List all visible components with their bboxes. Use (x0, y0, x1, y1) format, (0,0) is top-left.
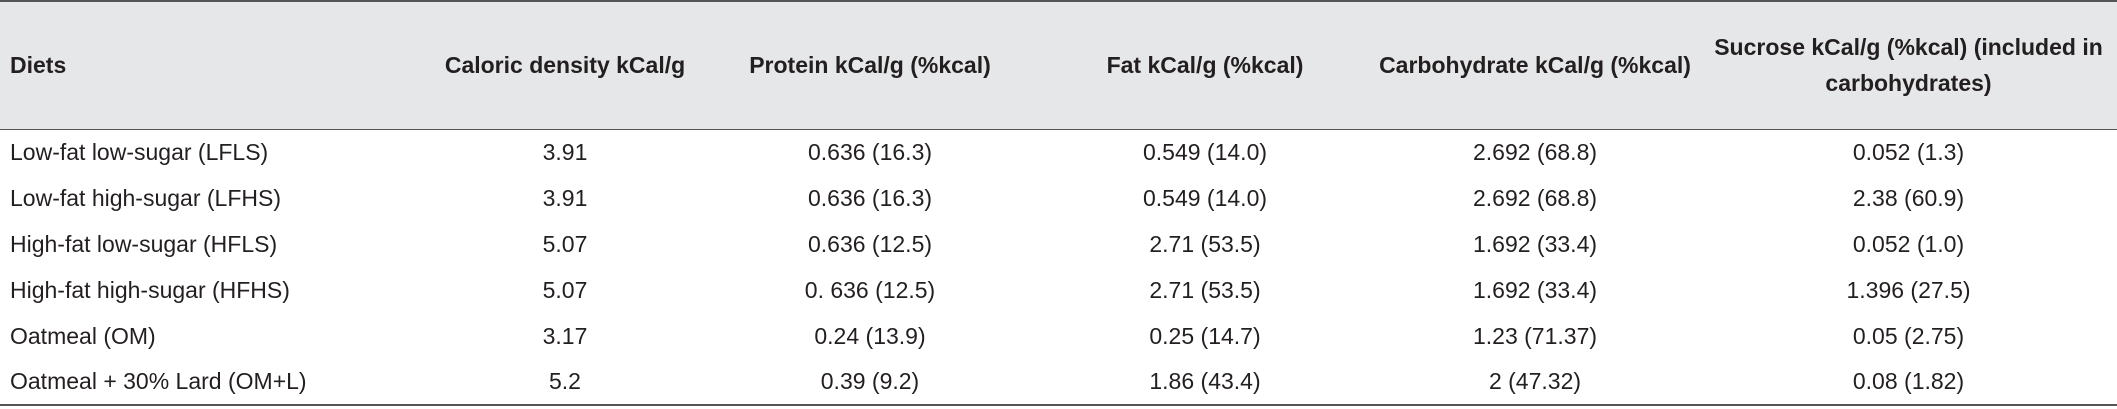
table-cell: 0.25 (14.7) (1149, 322, 1261, 349)
table-cell: 0.24 (13.9) (814, 322, 926, 349)
table-cell: 1.23 (71.37) (1472, 322, 1598, 349)
table-row: Low-fat low-sugar (LFLS) 3.91 0.636 (16.3)… (0, 129, 2117, 175)
table-header: Diets Caloric density kCal/g Protein kCal/… (0, 1, 2117, 129)
table-row: Oatmeal + 30% Lard (OM+L) 5.2 0.39 (9.2) 1.… (0, 359, 2117, 405)
table-cell: 3.17 (542, 322, 588, 349)
table-cell: 2 (47.32) (1488, 368, 1582, 394)
table-cell: 0.549 (14.0) (1142, 184, 1268, 211)
table-cell: 0.549 (14.0) (1142, 138, 1268, 165)
row-label: Low-fat high-sugar (LFHS) (10, 184, 281, 211)
table-cell: 2.692 (68.8) (1472, 138, 1598, 165)
table-cell: 0. 636 (12.5) (804, 276, 936, 303)
table-cell: 1.396 (27.5) (1846, 276, 1971, 303)
table-row: Oatmeal (OM) 3.17 0.24 (13.9) 0.25 (14.7) 1.… (0, 313, 2117, 359)
column-header: Fat kCal/g (%kcal) (1106, 52, 1304, 79)
table-cell: 5.07 (542, 230, 588, 257)
table-cell: 1.86 (43.4) (1149, 368, 1261, 394)
table-cell: 2.38 (60.9) (1852, 184, 1965, 211)
row-label: Low-fat low-sugar (LFLS) (10, 138, 269, 165)
row-label: High-fat high-sugar (HFHS) (10, 276, 290, 303)
table-cell: 0.39 (9.2) (820, 368, 920, 394)
table-row: Low-fat high-sugar (LFHS) 3.91 0.636 (16.3… (0, 175, 2117, 221)
header-row: Diets Caloric density kCal/g Protein kCal/… (0, 1, 2117, 129)
table-cell: 2.692 (68.8) (1472, 184, 1598, 211)
table-cell: 0.636 (16.3) (807, 184, 933, 211)
table-cell: 0.05 (2.75) (1852, 322, 1965, 349)
column-header: Sucrose kCal/g (%kcal) (included in carb… (1714, 34, 2103, 97)
table-cell: 1.692 (33.4) (1472, 276, 1598, 303)
table-cell: 5.2 (549, 368, 581, 394)
table-cell: 0.052 (1.3) (1852, 138, 1965, 165)
table-cell: 3.91 (542, 184, 588, 211)
row-label: Oatmeal + 30% Lard (OM+L) (10, 368, 307, 394)
table-cell: 2.71 (53.5) (1149, 230, 1261, 257)
table-cell: 0.08 (1.82) (1852, 368, 1965, 394)
table-cell: 0.636 (16.3) (807, 138, 933, 165)
table-cell: 3.91 (542, 138, 588, 165)
row-label: High-fat low-sugar (HFLS) (10, 230, 278, 257)
table-cell: 2.71 (53.5) (1149, 276, 1261, 303)
table-cell: 0.636 (12.5) (807, 230, 933, 257)
table-row: High-fat low-sugar (HFLS) 5.07 0.636 (12.5… (0, 221, 2117, 267)
column-header: Protein kCal/g (%kcal) (749, 52, 991, 79)
table-cell: 5.07 (542, 276, 588, 303)
column-header: Caloric density kCal/g (444, 52, 686, 79)
table-cell: 0.052 (1.0) (1852, 230, 1965, 257)
table-cell: 1.692 (33.4) (1472, 230, 1598, 257)
column-header: Carbohydrate kCal/g (%kcal) (1379, 52, 1691, 79)
column-header: Diets (10, 52, 67, 79)
table-body: Low-fat low-sugar (LFLS) 3.91 0.636 (16.3)… (0, 129, 2117, 405)
table-row: High-fat high-sugar (HFHS) 5.07 0. 636 (12… (0, 267, 2117, 313)
row-label: Oatmeal (OM) (10, 322, 156, 349)
